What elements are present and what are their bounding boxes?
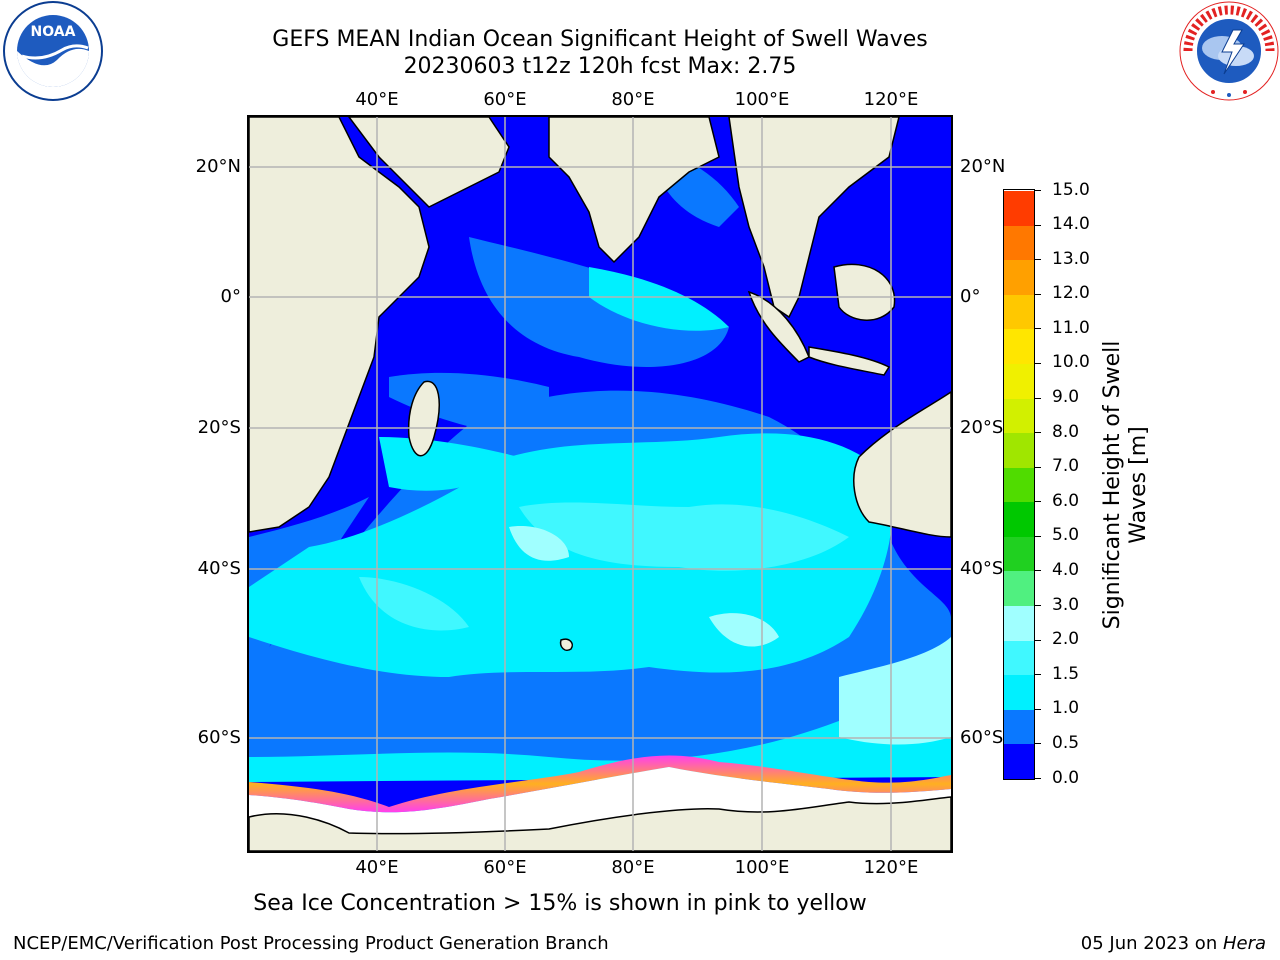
lon-label-top-120e: 120°E	[863, 89, 919, 110]
lat-label-right-60s: 60°S	[960, 727, 1004, 748]
footer-credit: NCEP/EMC/Verification Post Processing Pr…	[13, 933, 609, 954]
lat-label-right-20n: 20°N	[960, 156, 1006, 177]
lon-label-top-60e: 60°E	[483, 89, 527, 110]
colorbar-segment	[1004, 743, 1034, 779]
colorbar-segment	[1004, 398, 1034, 434]
lat-label-left-40s: 40°S	[197, 558, 241, 579]
colorbar-tick-mark	[1035, 778, 1041, 779]
colorbar-segment	[1004, 674, 1034, 710]
colorbar-tick-mark	[1035, 535, 1041, 537]
colorbar	[1003, 189, 1035, 780]
colorbar-segment	[1004, 605, 1034, 641]
colorbar-tick-label: 8.0	[1052, 421, 1080, 442]
colorbar-tick-mark	[1035, 190, 1041, 191]
map-subtitle: 20230603 t12z 120h fcst Max: 2.75	[403, 54, 797, 79]
colorbar-tick-mark	[1035, 570, 1041, 572]
colorbar-tick-mark	[1035, 466, 1041, 468]
swell-field	[249, 147, 951, 782]
colorbar-tick-label: 0.5	[1052, 732, 1080, 753]
colorbar-segment	[1004, 363, 1034, 399]
colorbar-tick-label: 11.0	[1052, 317, 1090, 338]
lon-label-bottom-60e: 60°E	[483, 857, 527, 878]
colorbar-tick-mark	[1035, 674, 1041, 676]
colorbar-tick-mark	[1035, 362, 1041, 364]
colorbar-tick-mark	[1035, 293, 1041, 295]
colorbar-tick-label: 13.0	[1052, 248, 1090, 269]
colorbar-tick-label: 5.0	[1052, 525, 1080, 546]
colorbar-segment	[1004, 467, 1034, 503]
colorbar-tick-label: 12.0	[1052, 283, 1090, 304]
colorbar-tick-label: 15.0	[1052, 179, 1090, 200]
colorbar-tick-label: 2.0	[1052, 629, 1080, 650]
noaa-logo: NOAA	[2, 0, 104, 102]
colorbar-segment	[1004, 432, 1034, 468]
colorbar-segment	[1004, 536, 1034, 572]
colorbar-tick-label: 7.0	[1052, 456, 1080, 477]
colorbar-tick-mark	[1035, 501, 1041, 503]
colorbar-tick-label: 6.0	[1052, 490, 1080, 511]
colorbar-tick-mark	[1035, 224, 1041, 226]
lat-label-left-0: 0°	[220, 286, 241, 307]
colorbar-segment	[1004, 294, 1034, 330]
colorbar-tick-mark	[1035, 328, 1041, 330]
colorbar-tick-label: 14.0	[1052, 214, 1090, 235]
lon-label-top-80e: 80°E	[611, 89, 655, 110]
colorbar-tick-label: 0.0	[1052, 767, 1080, 788]
colorbar-tick-label: 10.0	[1052, 352, 1090, 373]
colorbar-segment	[1004, 640, 1034, 676]
lat-label-right-20s: 20°S	[960, 417, 1004, 438]
lat-label-right-40s: 40°S	[960, 558, 1004, 579]
sea-ice-caption: Sea Ice Concentration > 15% is shown in …	[253, 891, 867, 916]
colorbar-segment	[1004, 709, 1034, 745]
lat-label-left-20s: 20°S	[197, 417, 241, 438]
colorbar-tick-mark	[1035, 259, 1041, 261]
lon-label-top-100e: 100°E	[734, 89, 790, 110]
lon-label-top-40e: 40°E	[355, 89, 399, 110]
nws-logo	[1178, 0, 1280, 102]
colorbar-tick-label: 9.0	[1052, 387, 1080, 408]
lat-label-right-0: 0°	[960, 286, 981, 307]
colorbar-tick-mark	[1035, 743, 1041, 745]
colorbar-tick-label: 1.5	[1052, 663, 1080, 684]
colorbar-tick-label: 1.0	[1052, 698, 1080, 719]
sea-ice	[249, 755, 951, 813]
lat-label-left-60s: 60°S	[197, 727, 241, 748]
colorbar-segment	[1004, 190, 1034, 226]
lon-label-bottom-40e: 40°E	[355, 857, 399, 878]
colorbar-segment	[1004, 259, 1034, 295]
colorbar-segment	[1004, 570, 1034, 607]
colorbar-tick-label: 3.0	[1052, 594, 1080, 615]
svg-text:NOAA: NOAA	[31, 24, 76, 40]
colorbar-tick-label: 4.0	[1052, 559, 1080, 580]
colorbar-tick-mark	[1035, 639, 1041, 641]
map-title: GEFS MEAN Indian Ocean Significant Heigh…	[272, 27, 928, 52]
colorbar-tick-mark	[1035, 397, 1041, 399]
lat-label-left-20n: 20°N	[195, 156, 241, 177]
lon-label-bottom-80e: 80°E	[611, 857, 655, 878]
colorbar-tick-mark	[1035, 708, 1041, 710]
footer-date: 05 Jun 2023 on Hera	[1080, 933, 1266, 954]
lon-label-bottom-120e: 120°E	[863, 857, 919, 878]
colorbar-segment	[1004, 328, 1034, 364]
graticule	[249, 117, 951, 851]
colorbar-label: Significant Height of Swell Waves [m]	[1100, 340, 1151, 630]
colorbar-tick-mark	[1035, 432, 1041, 434]
colorbar-segment	[1004, 501, 1034, 537]
antarctica	[249, 796, 951, 851]
lon-label-bottom-100e: 100°E	[734, 857, 790, 878]
colorbar-tick-mark	[1035, 605, 1041, 607]
colorbar-segment	[1004, 225, 1034, 261]
swell-height-map	[247, 115, 953, 853]
